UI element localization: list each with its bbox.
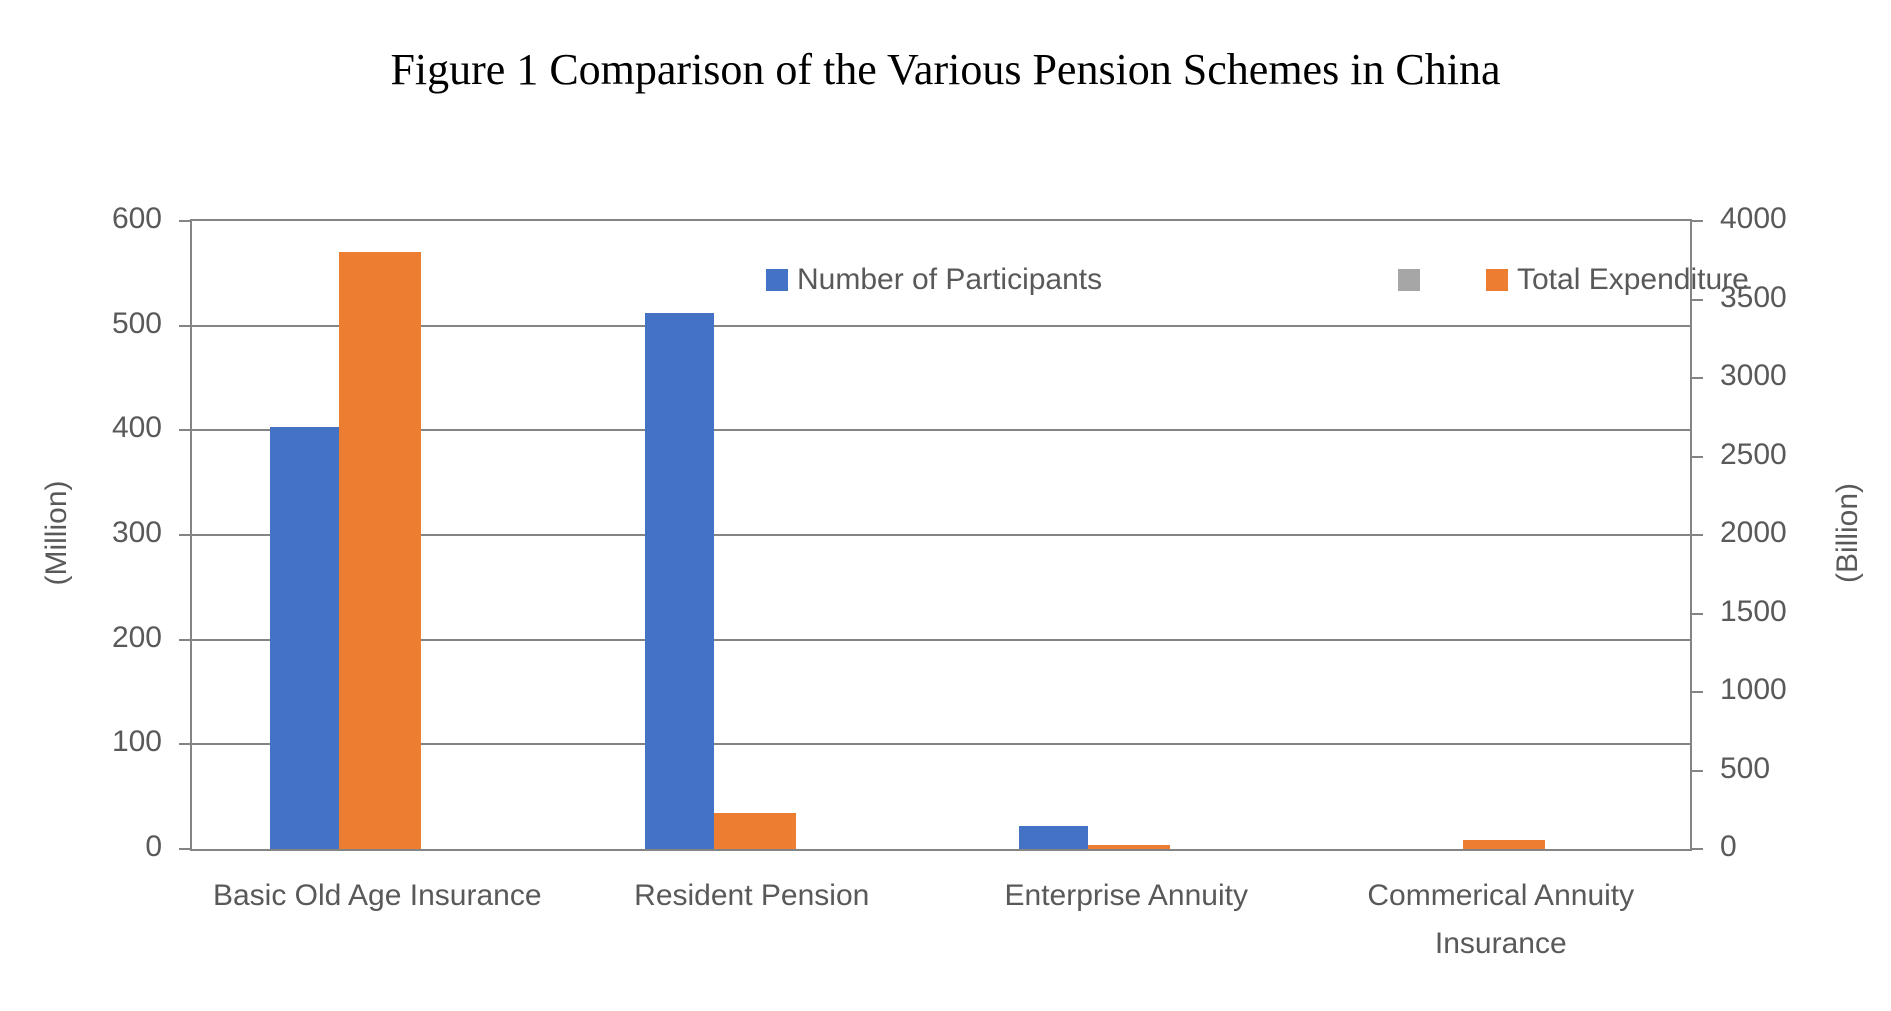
right-axis-label-2500: 2500 [1720,437,1787,471]
right-axis-tick-2000 [1692,534,1703,536]
gridline-200 [192,638,1690,641]
left-axis-label-200: 200 [111,620,162,654]
legend-entry-hidden-series[interactable] [1398,268,1420,292]
bar-number-of-participants-2[interactable] [1019,825,1088,849]
legend-swatch-participants-blue [766,269,788,291]
category-label-2: Enterprise Annuity [1004,879,1248,912]
right-axis-label-4000: 4000 [1720,202,1787,235]
right-axis-tick-0 [1692,848,1703,850]
bar-total-expenditure-1[interactable] [713,812,796,849]
left-axis-label-300: 300 [111,516,162,549]
left-axis-tick-200 [179,638,190,641]
left-axis-label-100: 100 [111,725,162,759]
right-axis-tick-3000 [1692,377,1703,379]
legend-label-expenditure: Total Expenditure [1517,263,1749,296]
right-axis-label-2000: 2000 [1720,516,1787,549]
legend-entry-participants[interactable]: Number of Participants [766,263,1103,296]
category-label-1: Resident Pension [634,879,870,912]
left-axis-tick-400 [179,429,190,432]
bar-number-of-participants-1[interactable] [644,313,714,849]
right-axis-tick-2500 [1692,455,1703,458]
right-axis-tick-3500 [1692,298,1703,301]
category-label-3: Commerical Annuity Insurance [1367,879,1635,960]
legend-swatch-expenditure-orange [1486,269,1508,291]
legend-swatch-hidden-gray [1398,269,1420,291]
gridline-400 [192,429,1690,432]
bar-number-of-participants-0[interactable] [270,427,339,849]
left-axis-label-400: 400 [111,411,162,445]
left-axis-label-600: 600 [111,202,162,235]
legend: Number of Participants Total Expenditure [192,263,1749,308]
gridline-500 [192,324,1690,327]
left-axis-tick-600 [179,220,190,222]
legend-entry-expenditure[interactable]: Total Expenditure [1486,263,1749,296]
right-axis-label-500: 500 [1720,751,1771,785]
right-axis-tick-500 [1692,769,1703,772]
left-axis-tick-0 [179,848,190,850]
left-axis-tick-300 [179,534,190,536]
left-axis-label-0: 0 [145,830,162,863]
plot-area: Number of Participants Total Expenditure [179,219,1749,851]
left-axis-label-500: 500 [111,306,162,340]
bar-total-expenditure-0[interactable] [339,252,421,849]
bar-total-expenditure-2[interactable] [1088,844,1170,849]
chart-title: Figure 1 Comparison of the Various Pensi… [390,45,1501,94]
legend-label-participants: Number of Participants [797,263,1103,296]
left-axis-tick-100 [179,743,190,746]
gridline-100 [192,743,1690,746]
right-axis-label-1500: 1500 [1720,594,1787,628]
right-axis-label-3000: 3000 [1720,359,1787,392]
right-axis-tick-1000 [1692,691,1703,693]
bar-total-expenditure-3[interactable] [1462,840,1545,849]
right-axis-tick-4000 [1692,220,1703,222]
right-axis-label-1000: 1000 [1720,673,1787,706]
right-axis-label-0: 0 [1720,830,1737,863]
right-axis-tick-1500 [1692,612,1703,615]
category-label-0: Basic Old Age Insurance [212,879,542,912]
gridline-300 [192,534,1690,536]
left-axis-tick-500 [179,324,190,327]
right-axis-label-3500: 3500 [1720,280,1787,314]
